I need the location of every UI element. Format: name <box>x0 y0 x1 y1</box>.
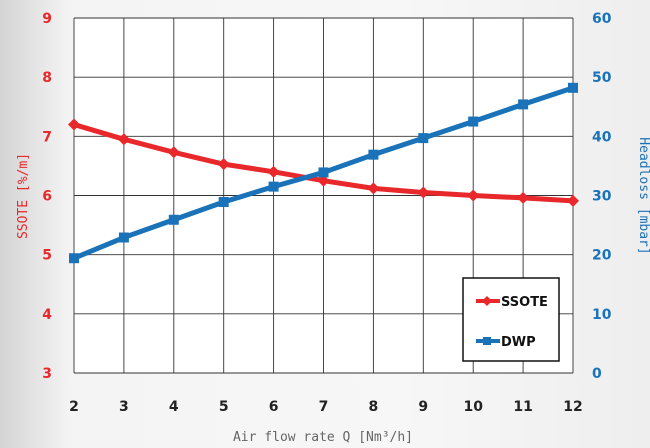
data-point-ssote <box>517 191 530 204</box>
right-axis-title: Headloss [mbar] <box>636 137 650 254</box>
x-tick-label: 9 <box>418 399 428 415</box>
left-tick-label: 3 <box>42 366 52 382</box>
data-point-ssote <box>367 182 380 195</box>
left-axis-ticks: 3 4 5 6 7 8 9 <box>42 11 52 382</box>
legend-label-dwp: DWP <box>501 335 536 350</box>
legend-marker-dwp <box>483 337 491 345</box>
x-axis-ticks: 2 3 4 5 6 7 8 9 10 11 12 <box>69 399 583 415</box>
data-point-dwp <box>118 232 129 243</box>
right-tick-label: 30 <box>592 189 612 205</box>
data-point-dwp <box>218 197 229 208</box>
right-axis-ticks: 0 10 20 30 40 50 60 <box>592 11 612 382</box>
data-point-ssote <box>267 165 280 178</box>
right-tick-label: 20 <box>592 248 612 264</box>
data-point-dwp <box>418 133 429 144</box>
left-tick-label: 5 <box>42 248 52 264</box>
data-point-dwp <box>168 214 179 225</box>
data-point-ssote <box>567 194 579 207</box>
data-point-dwp <box>318 167 329 178</box>
data-point-ssote <box>68 118 80 131</box>
legend-box <box>462 277 560 362</box>
data-point-ssote <box>117 133 130 146</box>
data-point-ssote <box>167 146 180 159</box>
x-tick-label: 6 <box>269 399 279 415</box>
left-tick-label: 6 <box>42 189 52 205</box>
left-tick-label: 7 <box>42 129 52 145</box>
right-tick-label: 0 <box>592 366 602 382</box>
x-tick-label: 5 <box>219 399 229 415</box>
x-tick-label: 8 <box>369 399 379 415</box>
x-tick-label: 4 <box>169 399 179 415</box>
data-point-dwp <box>468 116 479 127</box>
data-point-ssote <box>417 186 430 199</box>
x-tick-label: 11 <box>513 399 532 415</box>
data-point-dwp <box>568 82 578 93</box>
legend-marker-ssote <box>482 296 492 306</box>
left-tick-label: 4 <box>42 307 52 323</box>
left-tick-label: 9 <box>42 11 52 27</box>
x-tick-label: 3 <box>119 399 129 415</box>
x-tick-label: 12 <box>563 399 582 415</box>
left-axis-title: SSOTE [%/m] <box>16 153 31 239</box>
x-tick-label: 10 <box>463 399 483 415</box>
data-point-dwp <box>368 149 379 160</box>
legend-label-ssote: SSOTE <box>501 295 548 310</box>
x-tick-label: 2 <box>69 399 79 415</box>
x-tick-label: 7 <box>319 399 329 415</box>
x-axis-title: Air flow rate Q [Nm³/h] <box>233 430 413 445</box>
data-point-dwp <box>268 181 279 192</box>
series-layer <box>68 82 579 264</box>
data-point-ssote <box>467 189 480 202</box>
data-point-dwp <box>69 253 79 264</box>
right-tick-label: 50 <box>592 70 612 86</box>
data-point-ssote <box>217 158 230 171</box>
left-tick-label: 8 <box>42 70 52 86</box>
right-tick-label: 40 <box>592 129 612 145</box>
right-tick-label: 60 <box>592 11 612 27</box>
data-point-dwp <box>518 99 529 110</box>
data-point-ssote <box>317 174 330 187</box>
legend: SSOTE DWP <box>462 277 560 362</box>
right-tick-label: 10 <box>592 307 612 323</box>
